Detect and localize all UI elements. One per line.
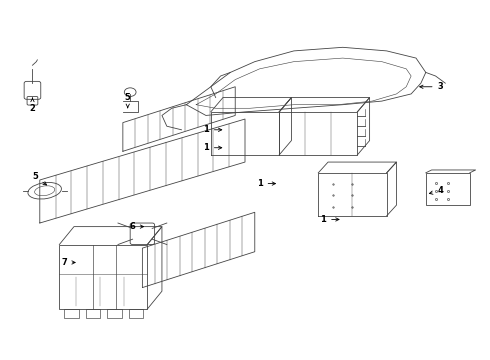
Bar: [107, 309, 122, 318]
Bar: [59, 244, 147, 309]
Bar: [86, 309, 100, 318]
Text: 1: 1: [320, 215, 339, 224]
Text: 5: 5: [32, 172, 47, 185]
Text: 7: 7: [61, 258, 75, 267]
Text: 2: 2: [29, 98, 35, 113]
Text: 1: 1: [203, 125, 222, 134]
Bar: [129, 309, 144, 318]
Bar: [64, 309, 79, 318]
Text: 5: 5: [125, 93, 131, 108]
Text: 3: 3: [420, 82, 443, 91]
Text: 1: 1: [257, 179, 275, 188]
Bar: [426, 173, 470, 205]
Text: 6: 6: [130, 222, 144, 231]
Text: 1: 1: [203, 143, 222, 152]
Text: 4: 4: [429, 186, 443, 195]
